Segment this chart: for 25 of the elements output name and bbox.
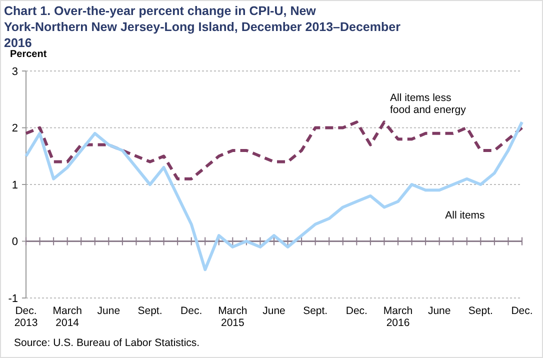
chart-title: Chart 1. Over-the-year percent change in CPI-U, New York-Northern New Jersey-Long Island, December 2013–December 2016 <box>4 4 401 50</box>
x-tick-label: Dec. <box>511 305 533 317</box>
x-tick-label: Dec. <box>180 305 202 317</box>
y-axis-title: Percent <box>10 49 48 60</box>
y-tick-label: 1 <box>12 179 18 192</box>
y-tick-label: 0 <box>12 236 18 248</box>
y-tick-label: 2 <box>12 122 18 135</box>
series-label: All items <box>445 210 485 222</box>
x-tick-label: June <box>428 305 451 317</box>
x-tick-label: Dec. <box>346 305 368 317</box>
x-tick-label: March 2014 <box>52 305 82 329</box>
x-tick-label: March 2016 <box>383 305 413 329</box>
x-tick-label: Sept. <box>138 305 162 317</box>
y-tick-label: 3 <box>12 66 18 78</box>
series-label: All items less food and energy <box>390 92 467 116</box>
y-tick-label: -1 <box>8 292 18 305</box>
x-tick-label: June <box>262 305 286 317</box>
x-tick-label: March 2015 <box>218 305 248 329</box>
source-note: Source: U.S. Bureau of Labor Statistics. <box>14 337 200 349</box>
x-tick-label: Dec. 2013 <box>14 305 38 329</box>
line-series <box>24 120 524 180</box>
x-tick-label: Sept. <box>303 305 328 317</box>
x-tick-label: Sept. <box>468 305 493 317</box>
x-tick-label: June <box>97 305 120 317</box>
line-series <box>24 120 524 272</box>
